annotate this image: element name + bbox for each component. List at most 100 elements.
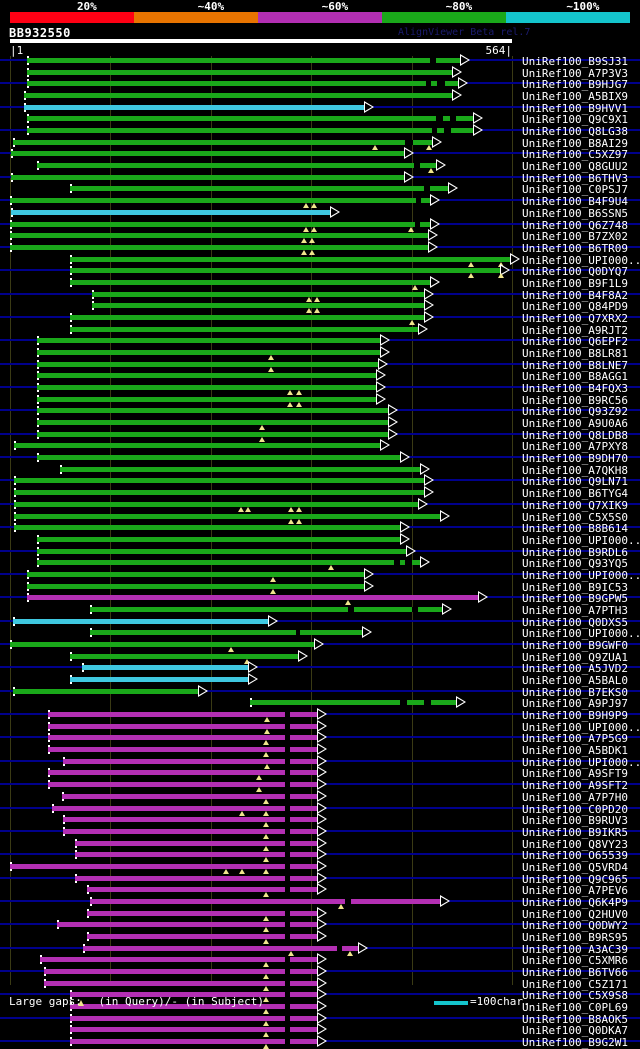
alignment-row[interactable]: UniRef100_C0PD20 — [0, 801, 640, 816]
hit-label[interactable]: UniRef100_Q8LG38 — [522, 125, 628, 139]
alignment-bar[interactable] — [70, 268, 500, 274]
alignment-row[interactable]: UniRef100_B4F8A2 — [0, 287, 640, 302]
alignment-bar[interactable] — [70, 653, 298, 659]
alignment-bar[interactable] — [27, 583, 364, 589]
hit-label[interactable]: UniRef100_A9SFT2 — [522, 779, 628, 793]
hit-label[interactable]: UniRef100_O65539 — [522, 849, 628, 863]
alignment-row[interactable]: UniRef100_A5JVD2 — [0, 661, 640, 675]
alignment-row[interactable]: UniRef100_Q7XRX2 — [0, 310, 640, 325]
hit-label[interactable]: UniRef100_Q5VRD4 — [522, 860, 628, 874]
alignment-row[interactable]: UniRef100_B4F9U4 — [0, 194, 640, 209]
hit-label[interactable]: UniRef100_A7QKH8 — [522, 463, 628, 477]
alignment-row[interactable]: UniRef100_A7PTH3 — [0, 602, 640, 617]
alignment-bar[interactable] — [87, 910, 317, 916]
alignment-row[interactable]: UniRef100_Q8LDB8 — [0, 427, 640, 442]
hit-label[interactable]: UniRef100_C5XMR6 — [522, 954, 628, 968]
alignment-row[interactable]: UniRef100_B9IKR5 — [0, 824, 640, 839]
hit-label[interactable]: UniRef100_UPI000.. — [522, 533, 640, 547]
alignment-bar[interactable] — [27, 69, 452, 75]
hit-label[interactable]: UniRef100_Q93YQ5 — [522, 557, 628, 571]
alignment-row[interactable]: UniRef100_Q8GUU2 — [0, 159, 640, 174]
alignment-bar[interactable] — [37, 536, 400, 542]
hit-label[interactable]: UniRef100_B9IKR5 — [522, 825, 628, 839]
alignment-row[interactable]: UniRef100_A3AC39 — [0, 941, 640, 956]
alignment-row[interactable]: UniRef100_C5Z171 — [0, 976, 640, 991]
hit-label[interactable]: UniRef100_Q0DYQ7 — [522, 265, 628, 279]
alignment-row[interactable]: UniRef100_C0PSJ7 — [0, 182, 640, 196]
alignment-bar[interactable] — [37, 560, 420, 566]
alignment-row[interactable]: UniRef100_Q0DWY2 — [0, 918, 640, 933]
hit-label[interactable]: UniRef100_B6SSN5 — [522, 206, 628, 220]
alignment-bar[interactable] — [37, 548, 406, 554]
hit-label[interactable]: UniRef100_B7ZX02 — [522, 230, 628, 244]
hit-label[interactable]: UniRef100_Q9C9X1 — [522, 113, 628, 127]
alignment-bar[interactable] — [60, 466, 420, 472]
alignment-bar[interactable] — [48, 712, 317, 718]
alignment-bar[interactable] — [90, 606, 442, 612]
hit-label[interactable]: UniRef100_B9H9P9 — [522, 709, 628, 723]
hit-label[interactable]: UniRef100_A7P7H0 — [522, 790, 628, 804]
alignment-row[interactable]: UniRef100_A9SFT9 — [0, 766, 640, 781]
alignment-row[interactable]: UniRef100_Q8VY23 — [0, 836, 640, 851]
alignment-row[interactable]: UniRef100_C5XZ97 — [0, 147, 640, 161]
alignment-row[interactable]: UniRef100_Q9C9X1 — [0, 112, 640, 127]
alignment-row[interactable]: UniRef100_B9RUV3 — [0, 813, 640, 828]
alignment-bar[interactable] — [13, 139, 432, 145]
alignment-row[interactable]: UniRef100_A9PJ97 — [0, 696, 640, 710]
alignment-bar[interactable] — [14, 513, 440, 519]
alignment-bar[interactable] — [37, 396, 376, 402]
alignment-bar[interactable] — [250, 700, 456, 706]
alignment-bar[interactable] — [37, 385, 376, 391]
hit-label[interactable]: UniRef100_B9HJG7 — [522, 78, 628, 92]
alignment-row[interactable]: UniRef100_B9HVV1 — [0, 100, 640, 115]
hit-label[interactable]: UniRef100_A5BAL0 — [522, 674, 628, 688]
alignment-bar[interactable] — [75, 875, 317, 881]
hit-label[interactable]: UniRef100_A7PTH3 — [522, 603, 628, 617]
alignment-bar[interactable] — [90, 898, 440, 904]
alignment-bar[interactable] — [48, 735, 317, 741]
hit-label[interactable]: UniRef100_A9RJT2 — [522, 323, 628, 337]
hit-label[interactable]: UniRef100_Q7XRX2 — [522, 311, 628, 325]
alignment-row[interactable]: UniRef100_B9F1L9 — [0, 275, 640, 290]
alignment-bar[interactable] — [27, 128, 473, 134]
alignment-bar[interactable] — [92, 291, 424, 297]
alignment-row[interactable]: UniRef100_A5BIX9 — [0, 89, 640, 103]
alignment-bar[interactable] — [10, 233, 428, 239]
hit-label[interactable]: UniRef100_A5BDK1 — [522, 744, 628, 758]
hit-label[interactable]: UniRef100_B4F9U4 — [522, 195, 628, 209]
alignment-bar[interactable] — [11, 209, 330, 215]
alignment-bar[interactable] — [70, 326, 418, 332]
hit-label[interactable]: UniRef100_B9RC56 — [522, 393, 628, 407]
alignment-row[interactable]: UniRef100_B9GWF0 — [0, 638, 640, 652]
hit-label[interactable]: UniRef100_B6TV66 — [522, 966, 628, 980]
hit-label[interactable]: UniRef100_Q9C965 — [522, 872, 628, 886]
alignment-bar[interactable] — [27, 571, 364, 577]
alignment-row[interactable]: UniRef100_B6TYG4 — [0, 486, 640, 500]
hit-label[interactable]: UniRef100_C0PD20 — [522, 802, 628, 816]
alignment-bar[interactable] — [10, 221, 430, 227]
hit-label[interactable]: UniRef100_B8LR81 — [522, 347, 628, 360]
hit-label[interactable]: UniRef100_B4FQX3 — [522, 382, 628, 396]
hit-label[interactable]: UniRef100_B9RUV3 — [522, 814, 628, 828]
alignment-row[interactable]: UniRef100_Q84PD9 — [0, 299, 640, 314]
alignment-bar[interactable] — [44, 980, 317, 986]
alignment-bar[interactable] — [48, 782, 317, 788]
hit-label[interactable]: UniRef100_Q8VY23 — [522, 837, 628, 851]
alignment-row[interactable]: UniRef100_B8AI29 — [0, 135, 640, 150]
hit-label[interactable]: UniRef100_Q9LN71 — [522, 475, 628, 489]
alignment-row[interactable]: UniRef100_B9IC53 — [0, 579, 640, 594]
hit-label[interactable]: UniRef100_B6THV3 — [522, 171, 628, 185]
alignment-bar[interactable] — [87, 887, 317, 893]
alignment-row[interactable]: UniRef100_A9SFT2 — [0, 778, 640, 793]
alignment-row[interactable]: UniRef100_A9RJT2 — [0, 322, 640, 337]
alignment-bar[interactable] — [63, 828, 317, 834]
hit-label[interactable]: UniRef100_B9IC53 — [522, 580, 628, 594]
alignment-bar[interactable] — [11, 174, 404, 180]
hit-label[interactable]: UniRef100_B9SJ31 — [522, 55, 628, 68]
alignment-bar[interactable] — [27, 116, 473, 122]
alignment-bar[interactable] — [70, 256, 510, 262]
hit-label[interactable]: UniRef100_UPI000.. — [522, 755, 640, 769]
hit-label[interactable]: UniRef100_A3AC39 — [522, 942, 628, 956]
alignment-bar[interactable] — [40, 957, 317, 963]
alignment-bar[interactable] — [24, 93, 452, 99]
